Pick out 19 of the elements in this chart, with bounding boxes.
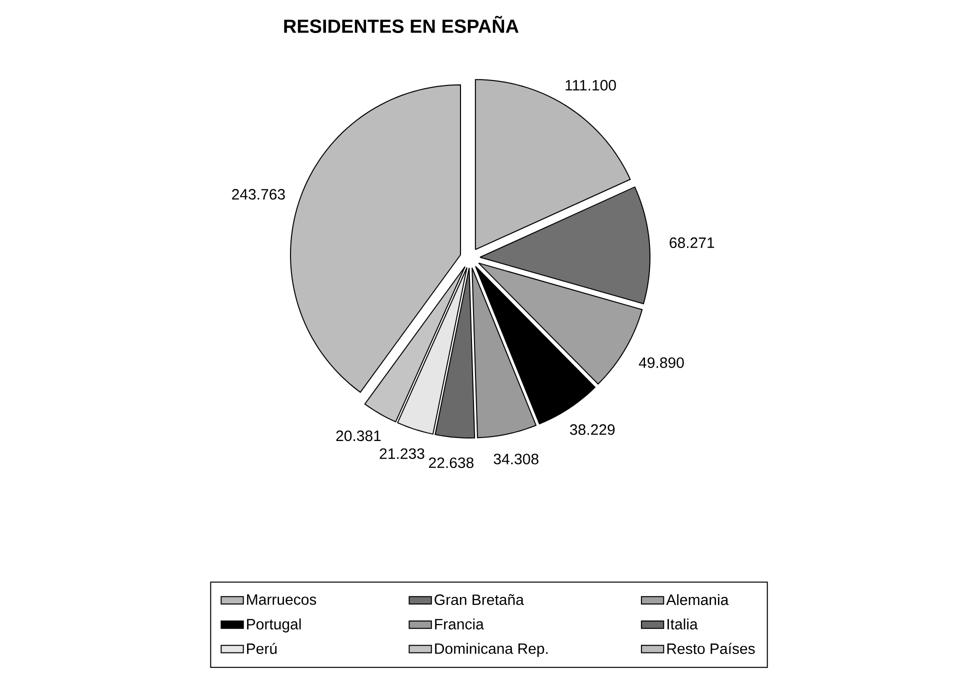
data-label: 38.229 xyxy=(570,424,615,435)
data-label: 34.308 xyxy=(494,454,538,464)
data-label: 22.638 xyxy=(429,457,474,468)
legend-label: Italia xyxy=(668,618,698,630)
data-label: 111.100 xyxy=(566,80,616,91)
data-label: 68.271 xyxy=(670,237,714,248)
chart-title: RESIDENTES EN ESPAÑA xyxy=(284,16,519,33)
legend-label: Marruecos xyxy=(247,594,316,605)
legend-label: Alemania xyxy=(666,594,729,606)
data-label: 243.763 xyxy=(232,189,285,200)
legend-label: Perú xyxy=(247,642,277,654)
data-label: 20.381 xyxy=(336,430,381,442)
data-label: 21.233 xyxy=(380,448,424,459)
legend-label: Portugal xyxy=(247,618,301,632)
legend-label: Francia xyxy=(435,618,484,630)
legend-label: Dominicana Rep. xyxy=(435,642,548,657)
legend-label: Resto Países xyxy=(667,642,755,654)
legend-label: Gran Bretaña xyxy=(434,594,524,606)
data-label: 49.890 xyxy=(638,357,684,368)
